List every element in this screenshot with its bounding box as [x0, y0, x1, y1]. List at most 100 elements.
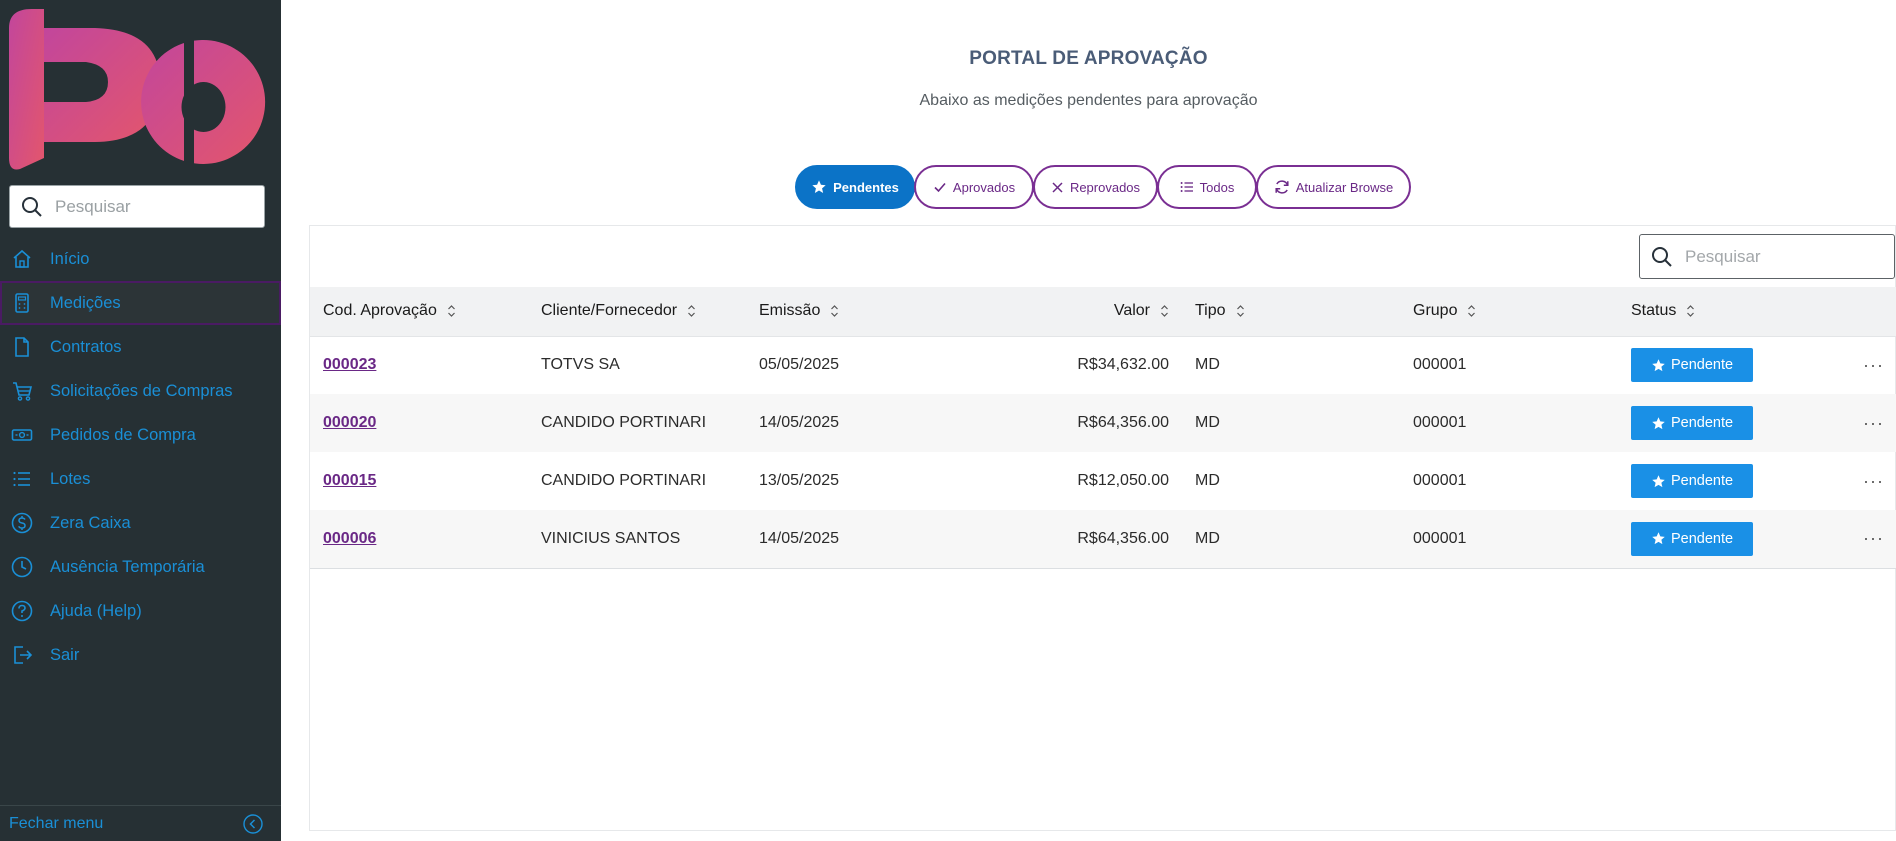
- cell-date: 14/05/2025: [759, 414, 840, 431]
- sort-icon[interactable]: [1686, 304, 1695, 318]
- page-title: PORTAL DE APROVAÇÃO: [969, 48, 1208, 69]
- list-icon: [13, 471, 30, 487]
- more-actions-icon[interactable]: ···: [1863, 412, 1884, 433]
- more-actions-icon[interactable]: ···: [1863, 470, 1884, 491]
- sidebar-search[interactable]: [9, 185, 265, 228]
- status-badge[interactable]: Pendente: [1631, 406, 1753, 440]
- sidebar-item-medicoes[interactable]: Medições: [0, 281, 281, 325]
- sort-icon[interactable]: [1467, 304, 1476, 318]
- status-badge[interactable]: Pendente: [1631, 348, 1753, 383]
- more-actions-icon[interactable]: ···: [1863, 354, 1884, 375]
- cell-client: TOTVS SA: [541, 356, 620, 374]
- table-header-row: Cod. Aprovação Cliente/Fornecedor Emissã…: [310, 287, 1896, 336]
- cell-value: R$34,632.00: [1077, 356, 1169, 374]
- sidebar-item-ajuda[interactable]: Ajuda (Help): [0, 589, 281, 633]
- clock-icon: [11, 556, 33, 578]
- sidebar-item-label: Medições: [50, 293, 121, 312]
- chevron-left-circle-icon[interactable]: [243, 813, 263, 834]
- sidebar-item-label: Início: [50, 249, 90, 268]
- cell-group: 000001: [1413, 472, 1467, 489]
- close-menu-label: Fechar menu: [9, 814, 104, 832]
- sidebar-item-pedidos[interactable]: Pedidos de Compra: [0, 413, 281, 457]
- table-row[interactable]: 000015 CANDIDO PORTINARI 13/05/2025 R$12…: [310, 452, 1896, 510]
- approval-code-link[interactable]: 000015: [323, 472, 377, 489]
- cell-group: 000001: [1413, 529, 1467, 547]
- column-header-actions: [1836, 287, 1896, 336]
- sidebar-item-label: Lotes: [50, 469, 91, 488]
- sidebar-item-solicitacoes[interactable]: Solicitações de Compras: [0, 369, 281, 413]
- sidebar-item-label: Contratos: [50, 337, 122, 356]
- approval-code-link[interactable]: 000023: [323, 356, 377, 374]
- dollar-icon: [11, 512, 33, 534]
- column-header-valor[interactable]: Valor: [964, 287, 1182, 336]
- cell-type: MD: [1195, 529, 1220, 547]
- sidebar-search-input[interactable]: [55, 196, 245, 217]
- more-actions-icon[interactable]: ···: [1863, 528, 1884, 549]
- approvals-panel: Cod. Aprovação Cliente/Fornecedor Emissã…: [309, 225, 1896, 831]
- column-header-status[interactable]: Status: [1618, 287, 1836, 336]
- column-header-cod-aprovacao[interactable]: Cod. Aprovação: [310, 287, 528, 336]
- sidebar-item-sair[interactable]: Sair: [0, 633, 281, 677]
- status-badge[interactable]: Pendente: [1631, 464, 1753, 498]
- check-icon: [934, 182, 946, 193]
- column-header-emissao[interactable]: Emissão: [746, 287, 964, 336]
- cell-group: 000001: [1413, 414, 1467, 431]
- star-icon: [812, 180, 826, 193]
- close-icon: [1052, 181, 1063, 193]
- sidebar-item-inicio[interactable]: Início: [0, 237, 281, 281]
- sidebar-item-contratos[interactable]: Contratos: [0, 325, 281, 369]
- status-badge[interactable]: Pendente: [1631, 521, 1753, 556]
- cell-type: MD: [1195, 414, 1220, 431]
- sidebar: Início Medições Contratos Solicitações d…: [0, 0, 281, 841]
- sort-icon[interactable]: [1236, 304, 1245, 318]
- cell-client: VINICIUS SANTOS: [541, 529, 681, 547]
- column-header-tipo[interactable]: Tipo: [1182, 287, 1400, 336]
- search-icon: [22, 196, 42, 217]
- cell-value: R$64,356.00: [1077, 529, 1169, 547]
- sidebar-item-label: Ajuda (Help): [50, 601, 142, 620]
- tab-pendentes[interactable]: Pendentes: [795, 165, 915, 209]
- table-search[interactable]: [1639, 234, 1895, 279]
- tab-todos[interactable]: Todos: [1157, 165, 1257, 209]
- cell-date: 13/05/2025: [759, 472, 840, 489]
- table-row[interactable]: 000020 CANDIDO PORTINARI 14/05/2025 R$64…: [310, 394, 1896, 452]
- sidebar-item-zera-caixa[interactable]: Zera Caixa: [0, 501, 281, 545]
- home-icon: [13, 249, 31, 268]
- help-icon: [11, 600, 33, 622]
- filter-tabs: Pendentes Aprovados Reprovados Todos Atu…: [795, 165, 1411, 209]
- sort-icon[interactable]: [1160, 304, 1169, 318]
- tab-atualizar-browse[interactable]: Atualizar Browse: [1256, 165, 1411, 209]
- sidebar-item-label: Zera Caixa: [50, 513, 131, 532]
- column-header-grupo[interactable]: Grupo: [1400, 287, 1618, 336]
- sidebar-item-label: Sair: [50, 645, 80, 664]
- star-icon: [1652, 416, 1665, 429]
- cell-date: 14/05/2025: [759, 529, 840, 547]
- approval-code-link[interactable]: 000020: [323, 414, 377, 431]
- star-icon: [1652, 474, 1665, 487]
- sort-icon[interactable]: [830, 304, 839, 318]
- close-menu-button[interactable]: Fechar menu: [0, 805, 281, 841]
- page-subtitle: Abaixo as medições pendentes para aprova…: [919, 92, 1258, 109]
- table-search-input[interactable]: [1685, 246, 1875, 267]
- sort-icon[interactable]: [447, 304, 456, 318]
- cell-value: R$64,356.00: [1077, 414, 1169, 431]
- sidebar-item-lotes[interactable]: Lotes: [0, 457, 281, 501]
- approval-code-link[interactable]: 000006: [323, 529, 377, 547]
- search-icon: [1652, 246, 1672, 267]
- tab-reprovados[interactable]: Reprovados: [1033, 165, 1158, 209]
- star-icon: [1652, 359, 1665, 371]
- approvals-table: Cod. Aprovação Cliente/Fornecedor Emissã…: [310, 287, 1896, 569]
- document-icon: [15, 337, 29, 357]
- cell-group: 000001: [1413, 356, 1467, 374]
- cell-client: CANDIDO PORTINARI: [541, 414, 707, 431]
- money-icon: [11, 429, 33, 441]
- column-header-cliente[interactable]: Cliente/Fornecedor: [528, 287, 746, 336]
- cell-date: 05/05/2025: [759, 356, 840, 374]
- sidebar-item-ausencia[interactable]: Ausência Temporária: [0, 545, 281, 589]
- table-row[interactable]: 000023 TOTVS SA 05/05/2025 R$34,632.00 M…: [310, 336, 1896, 394]
- table-row[interactable]: 000006 VINICIUS SANTOS 14/05/2025 R$64,3…: [310, 510, 1896, 568]
- exit-icon: [14, 646, 33, 664]
- sort-icon[interactable]: [687, 304, 696, 318]
- calculator-icon: [15, 293, 29, 313]
- tab-aprovados[interactable]: Aprovados: [914, 165, 1034, 209]
